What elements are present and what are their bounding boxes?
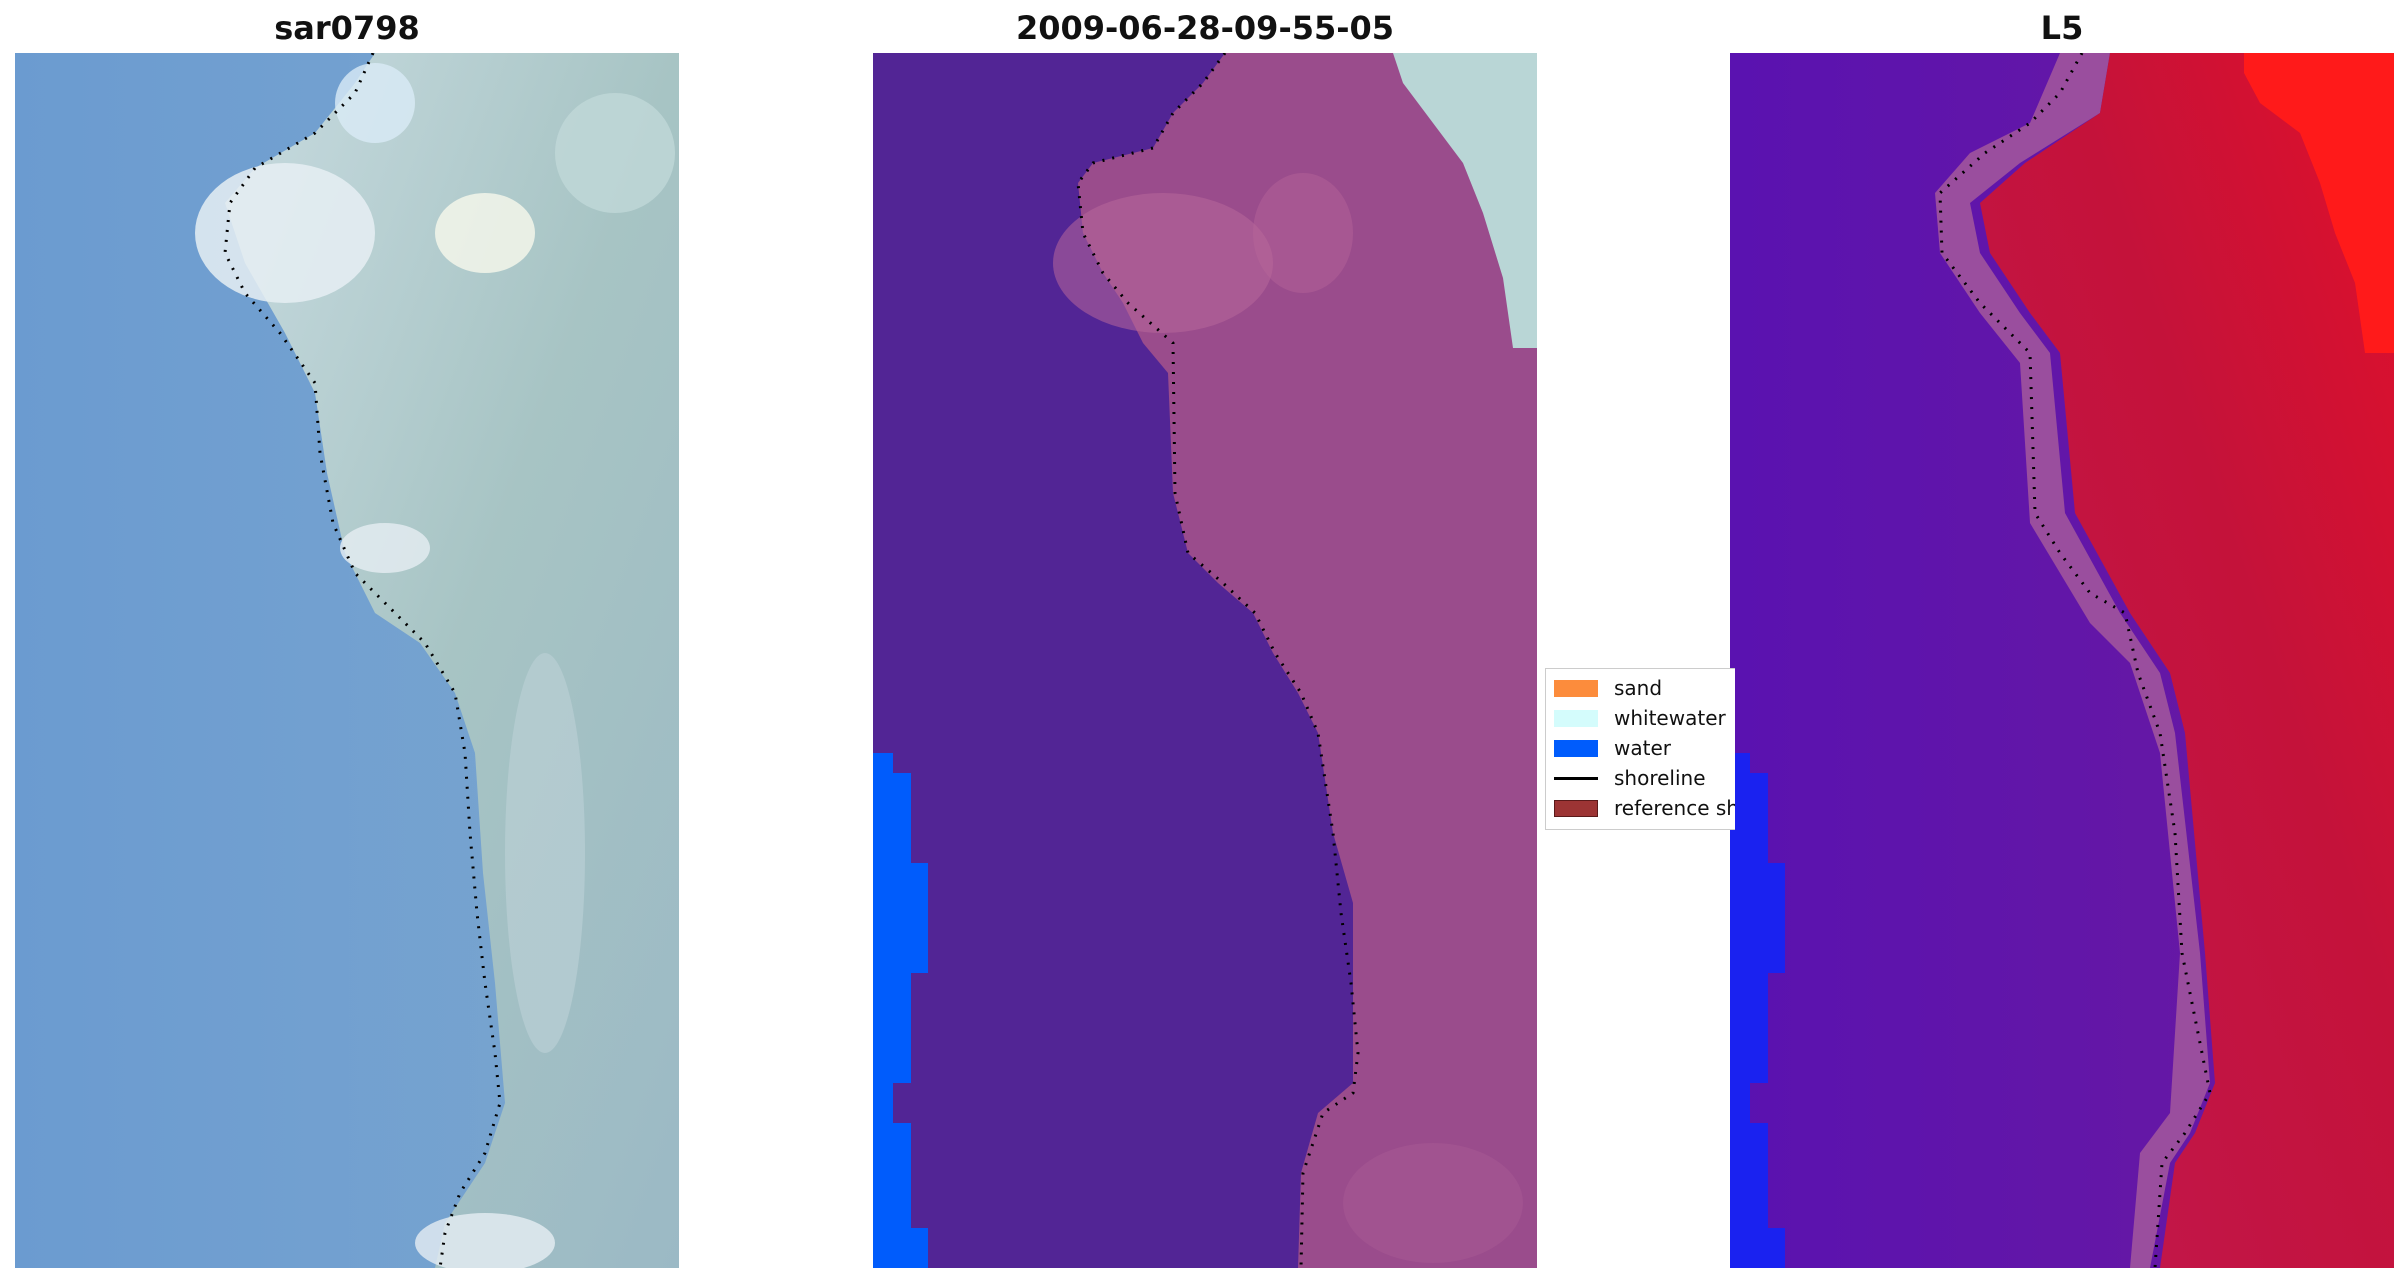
panel-title-rgb: sar0798 bbox=[274, 9, 420, 47]
water-index-area bbox=[1730, 753, 1785, 1268]
land-class-area bbox=[1078, 53, 1537, 1268]
land-index-area bbox=[1980, 53, 2394, 1268]
legend-item-sand: sand bbox=[1554, 673, 1662, 703]
legend-item-whitewater: whitewater bbox=[1554, 703, 1726, 733]
water-swatch bbox=[1554, 739, 1598, 757]
rgb-image-panel bbox=[15, 53, 679, 1268]
whitewater-patch bbox=[415, 1213, 555, 1268]
whitewater-patch bbox=[195, 163, 375, 303]
legend: sand whitewater water shoreline referenc… bbox=[1545, 668, 1735, 830]
sand-tint bbox=[1053, 193, 1273, 333]
transition-band bbox=[1935, 53, 2210, 1268]
legend-label: sand bbox=[1614, 676, 1663, 700]
legend-label: shoreline bbox=[1614, 766, 1706, 790]
whitewater-patch bbox=[335, 63, 415, 143]
legend-item-shoreline: shoreline bbox=[1554, 763, 1706, 793]
index-image-panel bbox=[1730, 53, 2394, 1268]
legend-label: water bbox=[1614, 736, 1671, 760]
legend-label: reference shoreline bbox=[1614, 796, 1735, 820]
whitewater-patch bbox=[340, 523, 430, 573]
legend-item-water: water bbox=[1554, 733, 1671, 763]
water-class-area bbox=[873, 753, 928, 1268]
whitewater-patch bbox=[555, 93, 675, 213]
whitewater-class-area bbox=[1393, 53, 1537, 348]
sand-tint bbox=[1343, 1143, 1523, 1263]
sand-swatch bbox=[1554, 679, 1598, 697]
shoreline bbox=[1076, 53, 1360, 1268]
panel-title-classified: 2009-06-28-09-55-05 bbox=[1015, 9, 1395, 47]
sand-tint bbox=[1253, 173, 1353, 293]
legend-label: whitewater bbox=[1614, 706, 1726, 730]
whitewater-patch bbox=[435, 193, 535, 273]
classified-image-panel bbox=[873, 53, 1537, 1268]
whitewater-swatch bbox=[1554, 709, 1598, 727]
panel-title-index: L5 bbox=[2040, 9, 2084, 47]
whitewater-patch bbox=[505, 653, 585, 1053]
shoreline-line-swatch bbox=[1554, 776, 1598, 780]
reference-shoreline-swatch bbox=[1554, 799, 1598, 817]
legend-item-reference-shoreline: reference shoreline bbox=[1554, 793, 1735, 823]
high-index-patch bbox=[2244, 53, 2394, 353]
